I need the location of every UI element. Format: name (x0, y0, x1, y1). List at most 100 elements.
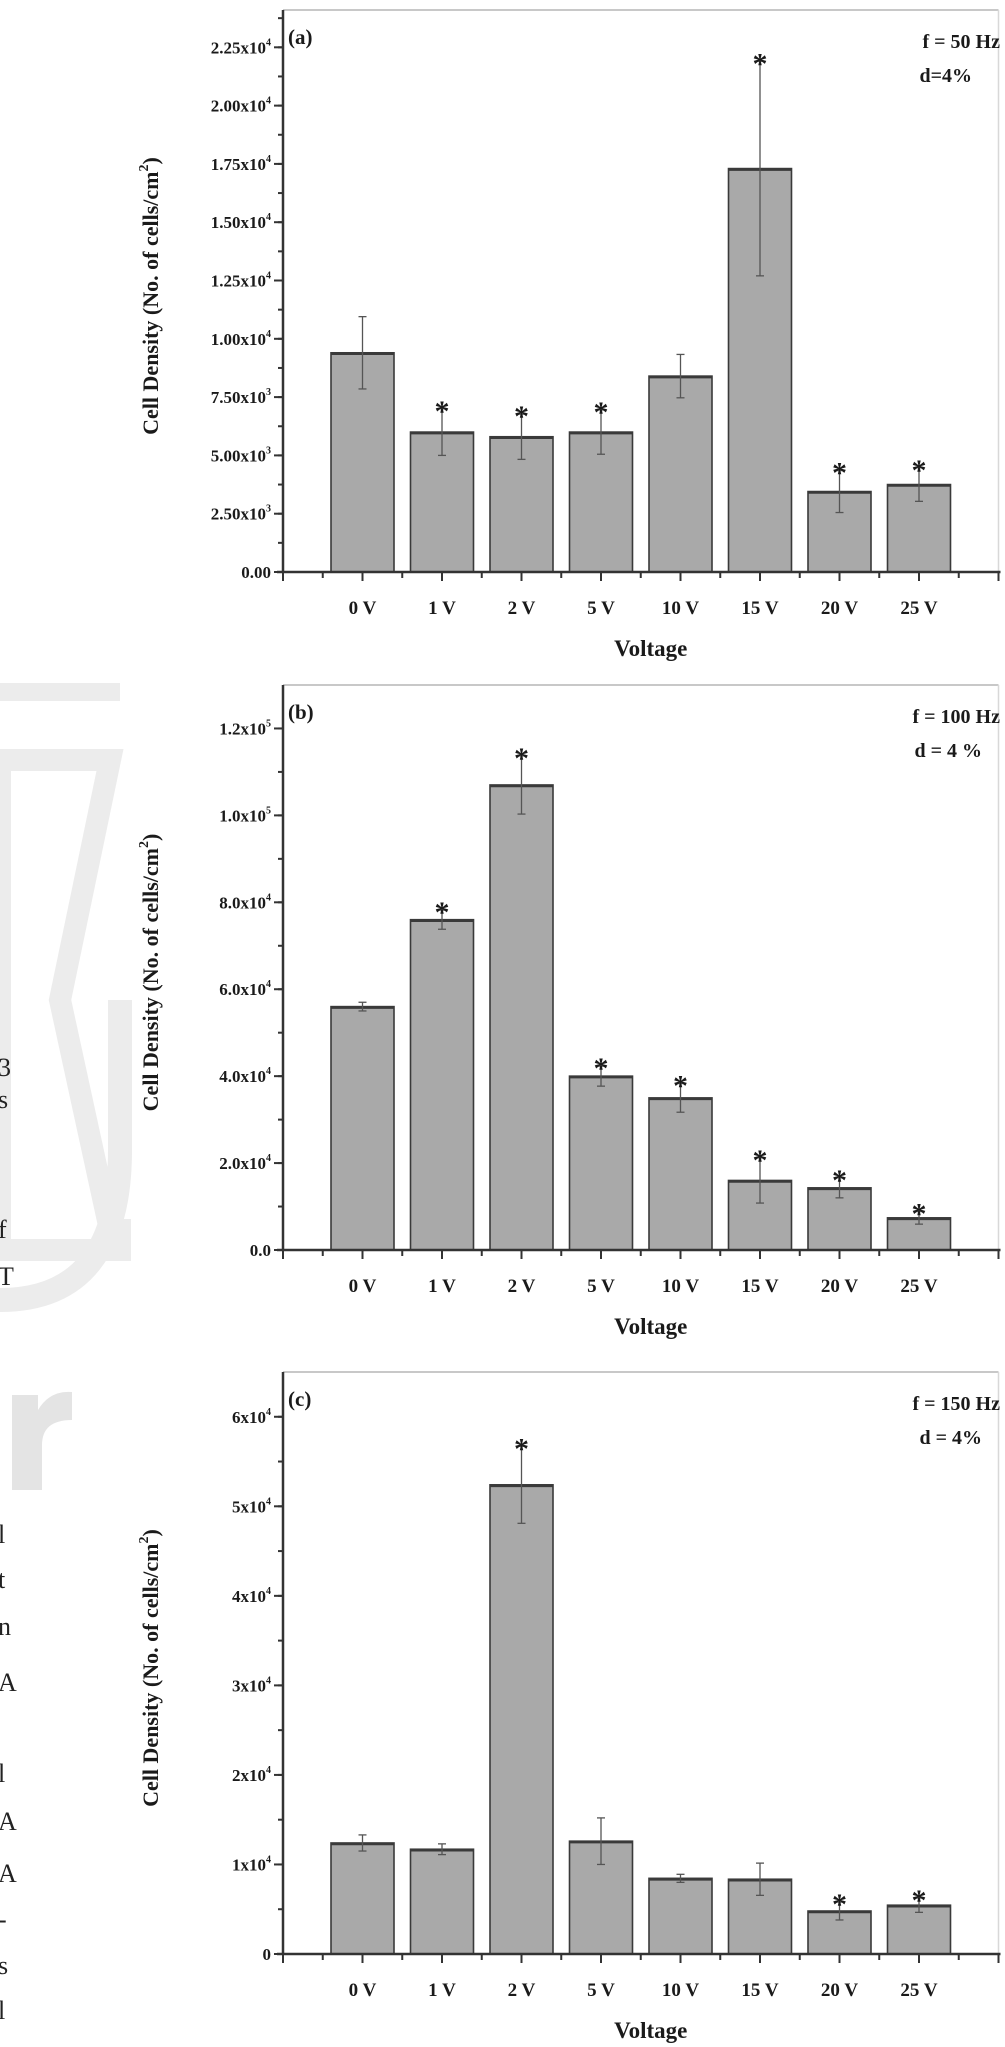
y-axis-title: Cell Density (No. of cells/cm2) (137, 834, 163, 1112)
y-tick-exponent: 3 (266, 445, 271, 456)
y-tick-mantissa: 1.75x10 (211, 155, 266, 174)
y-axis-title-superscript: 2 (137, 841, 152, 848)
bar-25V (886, 1904, 952, 1955)
y-tick-label: 7.50x103 (211, 387, 271, 407)
y-tick-exponent: 4 (266, 1675, 271, 1686)
y-tick-exponent: 4 (266, 1407, 271, 1418)
y-tick-mantissa: 3x10 (232, 1676, 266, 1695)
y-tick-exponent: 4 (266, 1765, 271, 1776)
y-tick-label: 6x104 (232, 1407, 271, 1427)
bar-10V (648, 1097, 713, 1251)
x-tick-label: 1 V (428, 1980, 456, 2001)
y-axis-title-main: Cell Density (No. of cells/cm (138, 172, 163, 435)
margin-text-fragment: s (0, 1951, 9, 1980)
y-tick-exponent: 4 (266, 1586, 271, 1597)
duty-cycle-annotation: d=4% (919, 65, 972, 87)
x-tick-label: 10 V (662, 1276, 699, 1297)
x-tick-label: 10 V (662, 1980, 699, 2001)
significance-asterisk: * (514, 1432, 529, 1465)
y-tick-mantissa: 2.25x10 (211, 38, 266, 57)
frequency-annotation: f = 150 Hz (913, 1393, 1001, 1415)
x-tick-label: 15 V (741, 598, 778, 619)
y-tick-label: 6.0x104 (219, 979, 271, 999)
bar-1V (409, 1848, 475, 1955)
x-tick-label: 0 V (349, 1276, 377, 1297)
watermark-stroke (0, 749, 131, 1261)
panel-label: (a) (288, 25, 313, 49)
x-tick-label: 10 V (662, 598, 699, 619)
chart-panel-b: 0 V * 1 V * 2 V * 5 V * 10 V * 15 V * 20 V * 25 V 0.0 2.… (137, 684, 1001, 1339)
panel-label: (c) (288, 1387, 311, 1411)
panel-label: (b) (288, 700, 314, 724)
y-tick-mantissa: 5x10 (232, 1497, 266, 1516)
y-tick-mantissa: 1.2x10 (219, 719, 266, 738)
y-tick-label: 8.0x104 (219, 892, 271, 912)
y-tick-mantissa: 6x10 (232, 1408, 266, 1427)
x-axis-title: Voltage (614, 2018, 687, 2043)
y-axis-title-end: ) (138, 834, 163, 841)
y-tick-mantissa: 2.00x10 (211, 97, 266, 116)
y-tick-exponent: 4 (266, 1153, 271, 1164)
y-tick-label: 1x104 (232, 1854, 271, 1874)
y-axis-title-end: ) (138, 157, 163, 164)
y-tick-label: 1.2x105 (219, 718, 271, 738)
margin-text-fragment: A (0, 1807, 17, 1836)
y-tick-exponent: 4 (266, 892, 271, 903)
bar-0V (330, 1842, 395, 1955)
y-tick-label: 0.00 (241, 563, 271, 582)
y-tick-exponent: 4 (266, 1066, 271, 1077)
y-tick-label: 5x104 (232, 1496, 271, 1516)
y-tick-label: 0 (263, 1945, 272, 1964)
frequency-annotation: f = 100 Hz (913, 706, 1001, 728)
y-tick-mantissa: 0.0 (250, 1241, 271, 1260)
watermark-arc (0, 1000, 132, 1312)
y-tick-label: 0.0 (250, 1241, 271, 1260)
bar-10V (648, 1877, 713, 1955)
y-tick-exponent: 4 (266, 154, 271, 165)
y-tick-label: 4x104 (232, 1586, 271, 1606)
y-tick-label: 2.0x104 (219, 1153, 271, 1173)
y-tick-exponent: 4 (266, 1496, 271, 1507)
y-tick-exponent: 4 (266, 37, 271, 48)
watermark-letter (12, 1391, 72, 1490)
y-tick-exponent: 4 (266, 271, 271, 282)
y-tick-label: 2.50x103 (211, 504, 271, 524)
y-tick-exponent: 3 (266, 504, 271, 515)
significance-asterisk: * (832, 1164, 847, 1197)
y-tick-mantissa: 1.50x10 (211, 213, 266, 232)
y-tick-label: 1.00x104 (211, 329, 271, 349)
margin-text-fragment: A (0, 1668, 17, 1697)
chart-panel-a: 0 V * 1 V * 2 V * 5 V 10 V * 15 V * 20 V * 25 V 0.00 2.… (137, 9, 1001, 661)
margin-text-fragment: l (0, 1759, 6, 1788)
y-tick-mantissa: 1x10 (232, 1855, 266, 1874)
y-tick-label: 4.0x104 (219, 1066, 271, 1086)
significance-asterisk: * (753, 47, 768, 80)
y-tick-mantissa: 4x10 (232, 1587, 266, 1606)
x-tick-label: 25 V (900, 1980, 937, 2001)
x-tick-label: 0 V (349, 1980, 377, 2001)
y-tick-label: 5.00x103 (211, 445, 271, 465)
y-tick-exponent: 5 (266, 805, 271, 816)
y-tick-mantissa: 0 (263, 1945, 272, 1964)
y-axis-title-superscript: 2 (137, 165, 152, 172)
y-axis-title-superscript: 2 (137, 1537, 152, 1544)
y-tick-mantissa: 0.00 (241, 563, 271, 582)
y-tick-mantissa: 1.0x10 (219, 806, 266, 825)
x-tick-label: 25 V (900, 598, 937, 619)
y-tick-exponent: 4 (266, 1854, 271, 1865)
y-tick-label: 1.50x104 (211, 212, 271, 232)
significance-asterisk: * (673, 1070, 688, 1103)
x-tick-label: 20 V (821, 1276, 858, 1297)
y-axis-title-main: Cell Density (No. of cells/cm (138, 1544, 163, 1807)
margin-text-fragment: n (0, 1612, 11, 1641)
y-tick-label: 2x104 (232, 1765, 271, 1785)
y-tick-mantissa: 2.50x10 (211, 505, 266, 524)
y-tick-label: 1.75x104 (211, 154, 271, 174)
margin-text-fragment: 3 (0, 1053, 11, 1082)
significance-asterisk: * (832, 1888, 847, 1921)
y-tick-mantissa: 1.25x10 (211, 272, 266, 291)
margin-text-fragment: l (0, 1520, 6, 1549)
y-tick-mantissa: 1.00x10 (211, 330, 266, 349)
